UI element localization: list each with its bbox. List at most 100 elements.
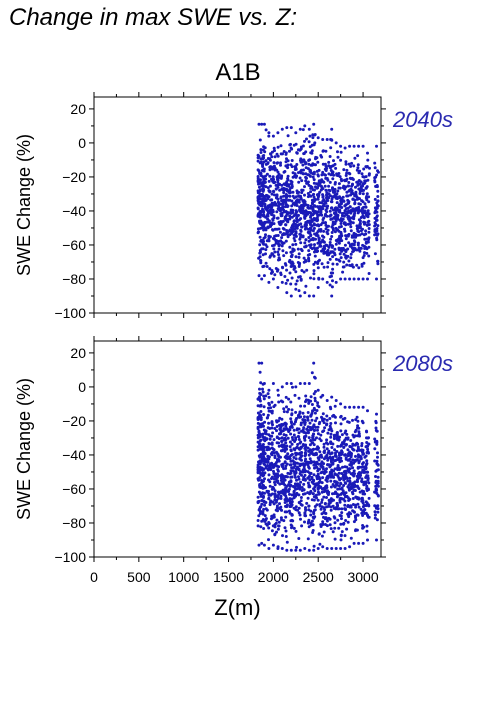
scatter-point [298, 127, 302, 131]
scatter-point [341, 465, 344, 469]
scatter-point [292, 248, 296, 252]
scatter-point [339, 415, 343, 419]
scatter-point [335, 206, 339, 210]
scatter-point [262, 145, 266, 149]
scatter-point [279, 195, 283, 199]
scatter-point [344, 162, 348, 166]
y-tick-label: −100 [54, 549, 86, 565]
scatter-point [324, 455, 328, 459]
scatter-point [316, 262, 320, 265]
scatter-point [303, 404, 307, 408]
scatter-point [273, 149, 276, 153]
scatter-point [281, 202, 285, 206]
scatter-point [278, 502, 281, 506]
scatter-point [284, 251, 288, 255]
scatter-point [353, 489, 357, 492]
scatter-point [309, 169, 312, 173]
scatter-point [306, 411, 310, 414]
scatter-point [263, 463, 267, 466]
scatter-point [367, 238, 370, 242]
scatter-point [376, 463, 380, 467]
scatter-point [334, 458, 338, 462]
scatter-points [256, 122, 380, 298]
scatter-point [306, 496, 310, 500]
scatter-point [299, 423, 303, 427]
scatter-point [267, 220, 271, 224]
scatter-point [332, 159, 335, 163]
scatter-point [307, 518, 311, 522]
scatter-point [269, 254, 272, 258]
scatter-point [277, 256, 281, 260]
scatter-point [275, 435, 279, 439]
scatter-point [273, 403, 277, 407]
scatter-point [355, 458, 359, 462]
scatter-point [259, 178, 262, 182]
scatter-point [294, 234, 298, 238]
scatter-point [339, 429, 343, 433]
scatter-point [261, 187, 265, 191]
scatter-point [353, 156, 357, 160]
scatter-point [359, 457, 363, 461]
scatter-point [259, 393, 263, 396]
scatter-point [271, 382, 275, 385]
scatter-point [315, 503, 319, 507]
scatter-point [274, 521, 278, 525]
scatter-point [314, 493, 318, 497]
scatter-point [258, 370, 262, 374]
scatter-point [275, 175, 279, 179]
scatter-point [292, 219, 296, 223]
scatter-point [293, 239, 297, 243]
scatter-point [311, 205, 315, 209]
scatter-point [314, 390, 317, 393]
scatter-point [344, 507, 348, 511]
scatter-point [333, 222, 337, 226]
scatter-point [347, 488, 351, 492]
scatter-point [273, 250, 277, 254]
scatter-point [257, 543, 261, 547]
scatter-point [348, 450, 352, 454]
scatter-point [346, 202, 350, 205]
scatter-point [331, 267, 335, 271]
scatter-point [334, 257, 338, 261]
scatter-point [301, 428, 305, 432]
scatter-point [329, 271, 333, 275]
scatter-point [367, 223, 371, 227]
scatter-point [330, 547, 334, 550]
scatter-point [366, 538, 369, 542]
scatter-point [279, 497, 283, 500]
scatter-point [338, 225, 341, 229]
scatter-point [374, 475, 377, 478]
scatter-point [346, 254, 350, 258]
scatter-point [353, 430, 357, 434]
scatter-point [309, 509, 313, 513]
scatter-point [319, 439, 323, 443]
scatter-point [373, 176, 377, 180]
scatter-point [327, 504, 330, 508]
scatter-point [307, 401, 311, 405]
scatter-point [328, 257, 332, 261]
scatter-point [270, 475, 274, 479]
scatter-point [376, 484, 380, 488]
scatter-point [357, 266, 361, 270]
scatter-point [267, 131, 271, 135]
scatter-point [375, 459, 379, 463]
scatter-point [331, 228, 335, 232]
scatter-point [325, 138, 329, 141]
scatter-point [261, 247, 265, 251]
scatter-point [349, 225, 353, 229]
scatter-point [284, 164, 288, 168]
y-axis-title: SWE Change (%) [14, 378, 34, 520]
scatter-point [303, 492, 307, 496]
scatter-point [310, 151, 314, 155]
scatter-point [334, 547, 338, 550]
scatter-point [359, 229, 363, 233]
scatter-point [361, 541, 365, 545]
scatter-point [264, 185, 268, 189]
scatter-point [346, 211, 350, 214]
y-tick-label: −20 [62, 169, 86, 185]
scatter-point [287, 487, 291, 491]
scatter-point [306, 521, 310, 525]
scatter-point [309, 276, 312, 280]
scatter-point [329, 237, 333, 241]
scatter-point [267, 395, 271, 399]
